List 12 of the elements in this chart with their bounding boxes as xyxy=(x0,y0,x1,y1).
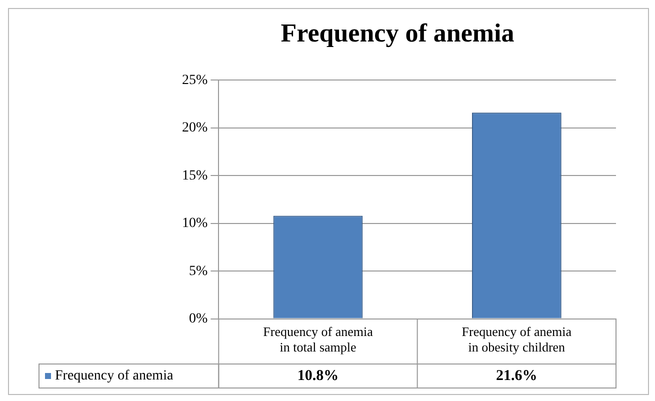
y-tick-label: 5% xyxy=(188,264,208,279)
y-tick-label: 20% xyxy=(182,120,208,136)
x-tick-label: Frequency of anemia in total sample xyxy=(263,324,374,355)
data-label: 10.8% xyxy=(297,368,339,384)
legend-label: Frequency of anemia xyxy=(55,368,174,384)
y-tick-label: 15% xyxy=(182,168,208,184)
data-label: 21.6% xyxy=(496,368,538,384)
y-tick-label: 0% xyxy=(188,311,208,326)
y-tick-label: 10% xyxy=(182,216,208,232)
x-tick-label: Frequency of anemia in obesity children xyxy=(462,324,572,355)
y-tick-label: 25% xyxy=(182,72,208,88)
chart-title: Frequency of anemia xyxy=(280,18,514,48)
